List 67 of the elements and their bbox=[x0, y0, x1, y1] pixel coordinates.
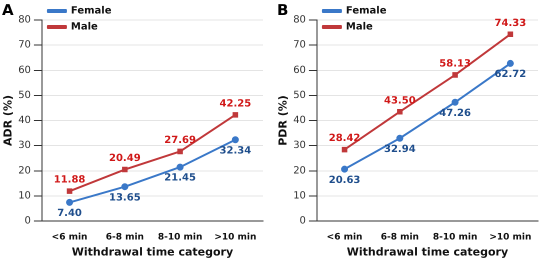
y-tick-label: 40 bbox=[293, 115, 306, 126]
y-tick-label: 20 bbox=[293, 165, 306, 176]
point bbox=[342, 146, 348, 152]
data-label: 28.42 bbox=[328, 133, 360, 144]
y-tick-label: 80 bbox=[293, 14, 306, 26]
point bbox=[232, 136, 239, 144]
chart-title: B bbox=[277, 0, 288, 19]
x-tick-label: 6-8 min bbox=[380, 232, 419, 243]
data-label: 47.26 bbox=[439, 108, 471, 119]
point bbox=[452, 98, 459, 106]
point bbox=[66, 188, 72, 194]
data-label: 62.72 bbox=[494, 69, 526, 80]
data-label: 20.63 bbox=[328, 174, 360, 186]
y-tick-label: 60 bbox=[18, 64, 31, 76]
point bbox=[122, 166, 128, 172]
y-tick-label: 40 bbox=[18, 115, 31, 126]
data-label: 42.25 bbox=[220, 98, 252, 110]
data-label: 21.45 bbox=[164, 172, 196, 184]
x-axis-title: Withdrawal time category bbox=[72, 245, 234, 258]
point bbox=[506, 60, 514, 67]
x-tick-label: 6-8 min bbox=[106, 232, 144, 243]
data-label: 32.34 bbox=[220, 145, 252, 156]
data-label: 11.88 bbox=[54, 174, 86, 186]
data-label: 13.65 bbox=[109, 192, 141, 204]
y-tick-label: 30 bbox=[18, 140, 31, 152]
y-axis-title: PDR (%) bbox=[276, 95, 290, 146]
point bbox=[176, 164, 184, 171]
data-label: 7.40 bbox=[57, 208, 82, 219]
y-tick-label: 50 bbox=[293, 90, 306, 101]
point bbox=[121, 183, 128, 190]
data-label: 74.33 bbox=[494, 18, 526, 29]
x-tick-label: 8-10 min bbox=[432, 232, 478, 243]
data-label: 32.94 bbox=[384, 144, 416, 155]
x-tick-label: <6 min bbox=[326, 232, 362, 243]
x-tick-label: >10 min bbox=[214, 232, 256, 243]
y-tick-label: 70 bbox=[293, 40, 306, 51]
y-axis-title: ADR (%) bbox=[1, 94, 14, 146]
legend-label: Male bbox=[346, 22, 374, 33]
point bbox=[177, 148, 183, 154]
data-label: 27.69 bbox=[164, 135, 196, 146]
x-tick-label: 8-10 min bbox=[158, 232, 202, 243]
chart-title: A bbox=[2, 0, 14, 19]
y-tick-label: 30 bbox=[293, 140, 306, 152]
point bbox=[508, 31, 514, 38]
y-tick-label: 20 bbox=[18, 165, 31, 176]
point bbox=[66, 198, 74, 206]
legend-label: Female bbox=[346, 6, 387, 17]
y-tick-label: 10 bbox=[293, 190, 306, 202]
y-tick-label: 0 bbox=[300, 216, 306, 227]
point bbox=[452, 72, 458, 78]
y-tick-label: 0 bbox=[24, 216, 31, 227]
legend-label: Male bbox=[70, 22, 98, 33]
x-axis-title: Withdrawal time category bbox=[346, 245, 508, 258]
y-tick-label: 80 bbox=[18, 14, 31, 26]
legend-label: Female bbox=[70, 6, 112, 17]
point bbox=[232, 112, 238, 118]
data-label: 20.49 bbox=[109, 153, 141, 164]
point bbox=[397, 108, 403, 114]
point bbox=[341, 166, 348, 173]
point bbox=[396, 134, 404, 142]
y-tick-label: 70 bbox=[18, 40, 31, 51]
y-tick-label: 50 bbox=[18, 90, 31, 101]
data-label: 43.50 bbox=[384, 95, 416, 106]
y-tick-label: 10 bbox=[18, 190, 31, 202]
y-tick-label: 60 bbox=[293, 64, 306, 76]
x-tick-label: <6 min bbox=[52, 232, 88, 243]
x-tick-label: >10 min bbox=[489, 232, 532, 243]
